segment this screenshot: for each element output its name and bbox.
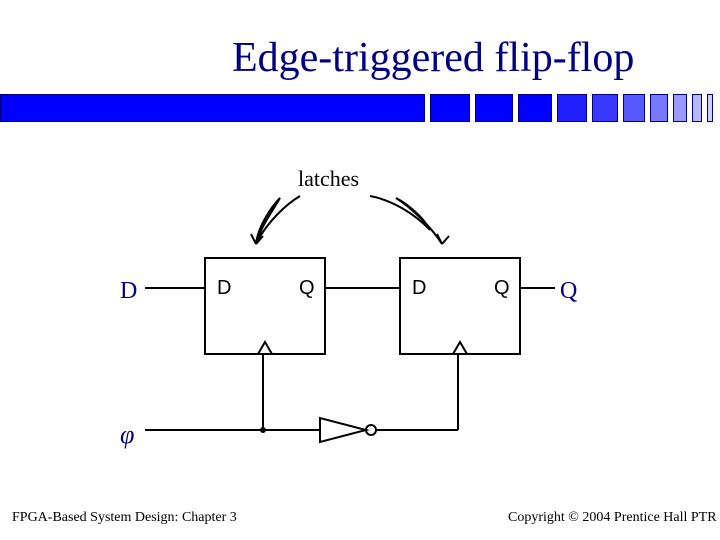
svg-text:Q: Q bbox=[299, 277, 315, 299]
svg-text:D: D bbox=[412, 277, 426, 299]
svg-text:Q: Q bbox=[494, 277, 510, 299]
footer-right: Copyright © 2004 Prentice Hall PTR bbox=[508, 510, 717, 526]
svg-text:D: D bbox=[217, 277, 231, 299]
phi-clock-label: φ bbox=[120, 420, 134, 450]
latches-label: latches bbox=[298, 166, 359, 192]
circuit-diagram: DQDQ bbox=[0, 0, 720, 540]
q-output-label: Q bbox=[560, 278, 577, 305]
d-input-label: D bbox=[120, 278, 137, 305]
footer-left: FPGA-Based System Design: Chapter 3 bbox=[12, 510, 237, 526]
